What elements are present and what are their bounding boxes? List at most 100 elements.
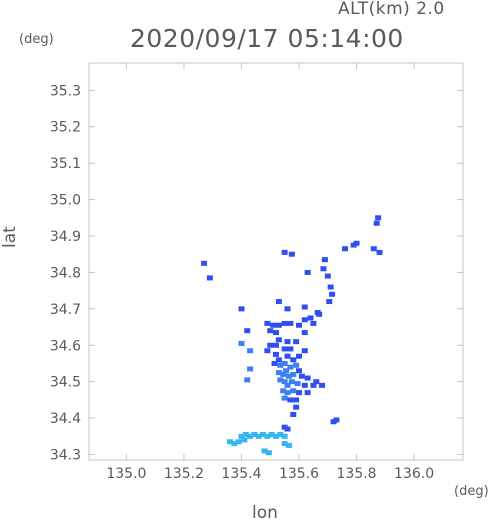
echo-point [238, 306, 245, 312]
echo-points [201, 215, 383, 456]
y-tick-label: 34.5 [50, 375, 81, 391]
y-tick-label: 35.1 [50, 156, 81, 172]
x-unit-label: (deg) [454, 484, 489, 499]
echo-point [267, 342, 274, 348]
echo-point [267, 328, 274, 334]
y-unit-label: (deg) [19, 32, 54, 47]
y-tick-label: 35.2 [50, 120, 81, 136]
echo-point [247, 348, 254, 354]
echo-point [301, 304, 308, 310]
echo-point [290, 388, 297, 394]
echo-point [238, 433, 245, 439]
echo-point [288, 379, 295, 385]
echo-point [260, 432, 267, 438]
echo-point [310, 382, 317, 388]
echo-point [235, 439, 242, 445]
echo-point [277, 432, 284, 438]
echo-point [280, 388, 287, 394]
x-tick-label: 136.0 [394, 466, 434, 482]
echo-point [301, 317, 308, 323]
echo-point [287, 364, 294, 370]
echo-point [244, 377, 251, 383]
echo-point [226, 439, 233, 445]
echo-point [304, 269, 311, 275]
echo-point [350, 242, 357, 248]
echo-point [307, 315, 314, 321]
echo-point [273, 351, 279, 357]
echo-point [264, 320, 271, 326]
echo-point [281, 379, 288, 385]
echo-point [287, 397, 294, 403]
echo-point [296, 322, 303, 328]
echo-point [316, 311, 323, 317]
echo-point [288, 251, 295, 257]
echo-point [304, 390, 311, 396]
plot-frame [88, 62, 464, 461]
chart-title: 2020/09/17 05:14:00 [130, 24, 404, 53]
echo-point [268, 432, 275, 438]
echo-point [265, 450, 272, 456]
echo-point [275, 337, 282, 343]
echo-point [242, 432, 249, 438]
echo-point [294, 381, 301, 387]
echo-point [301, 382, 308, 388]
echo-point [329, 291, 336, 297]
y-tick-label: 35.0 [50, 193, 81, 209]
echo-point [201, 260, 208, 266]
echo-point [301, 348, 308, 354]
echo-point [281, 346, 288, 352]
echo-point [281, 395, 288, 401]
echo-point [375, 215, 382, 221]
echo-point [298, 373, 305, 379]
echo-point [290, 411, 297, 417]
echo-point [261, 448, 268, 454]
echo-point [326, 299, 333, 305]
echo-point [319, 382, 326, 388]
echo-point [241, 437, 248, 443]
echo-point [304, 375, 311, 381]
altitude-label: ALT(km) 2.0 [338, 0, 445, 19]
echo-point [370, 246, 377, 252]
echo-point [284, 339, 291, 345]
echo-point [293, 362, 300, 368]
echo-point [285, 373, 292, 379]
echo-point [301, 330, 308, 336]
echo-point [296, 390, 303, 396]
echo-point [281, 441, 288, 447]
echo-point [293, 404, 300, 410]
echo-point [284, 382, 291, 388]
echo-point [255, 433, 262, 439]
echo-point [281, 249, 288, 255]
echo-point [320, 266, 327, 272]
echo-point [264, 433, 271, 439]
x-tick-label: 135.2 [164, 466, 204, 482]
echo-point [281, 360, 288, 366]
echo-point [373, 220, 380, 226]
y-tick-label: 34.7 [50, 302, 81, 318]
echo-point [275, 299, 282, 305]
echo-point [281, 433, 288, 439]
echo-point [313, 379, 320, 385]
y-tick-label: 35.3 [50, 83, 81, 99]
echo-point [247, 366, 254, 372]
y-tick-label: 34.9 [50, 229, 81, 245]
echo-point [244, 328, 251, 334]
echo-point [296, 368, 303, 374]
echo-point [284, 353, 291, 359]
echo-point [238, 340, 245, 346]
echo-point [324, 273, 331, 279]
x-axis-label: lon [252, 503, 278, 523]
echo-point [281, 320, 288, 326]
axis-tick-labels: 135.0 135.2 135.4 135.6 135.8 136.0 34.3 34.4 34… [50, 83, 434, 482]
echo-point [271, 360, 278, 366]
echo-point [321, 257, 328, 263]
echo-point [273, 330, 279, 336]
echo-point [231, 441, 238, 447]
echo-point [264, 348, 271, 354]
echo-point [206, 275, 213, 281]
echo-point [270, 322, 277, 328]
echo-point [293, 397, 300, 403]
echo-point [284, 306, 291, 312]
echo-point [277, 362, 284, 368]
